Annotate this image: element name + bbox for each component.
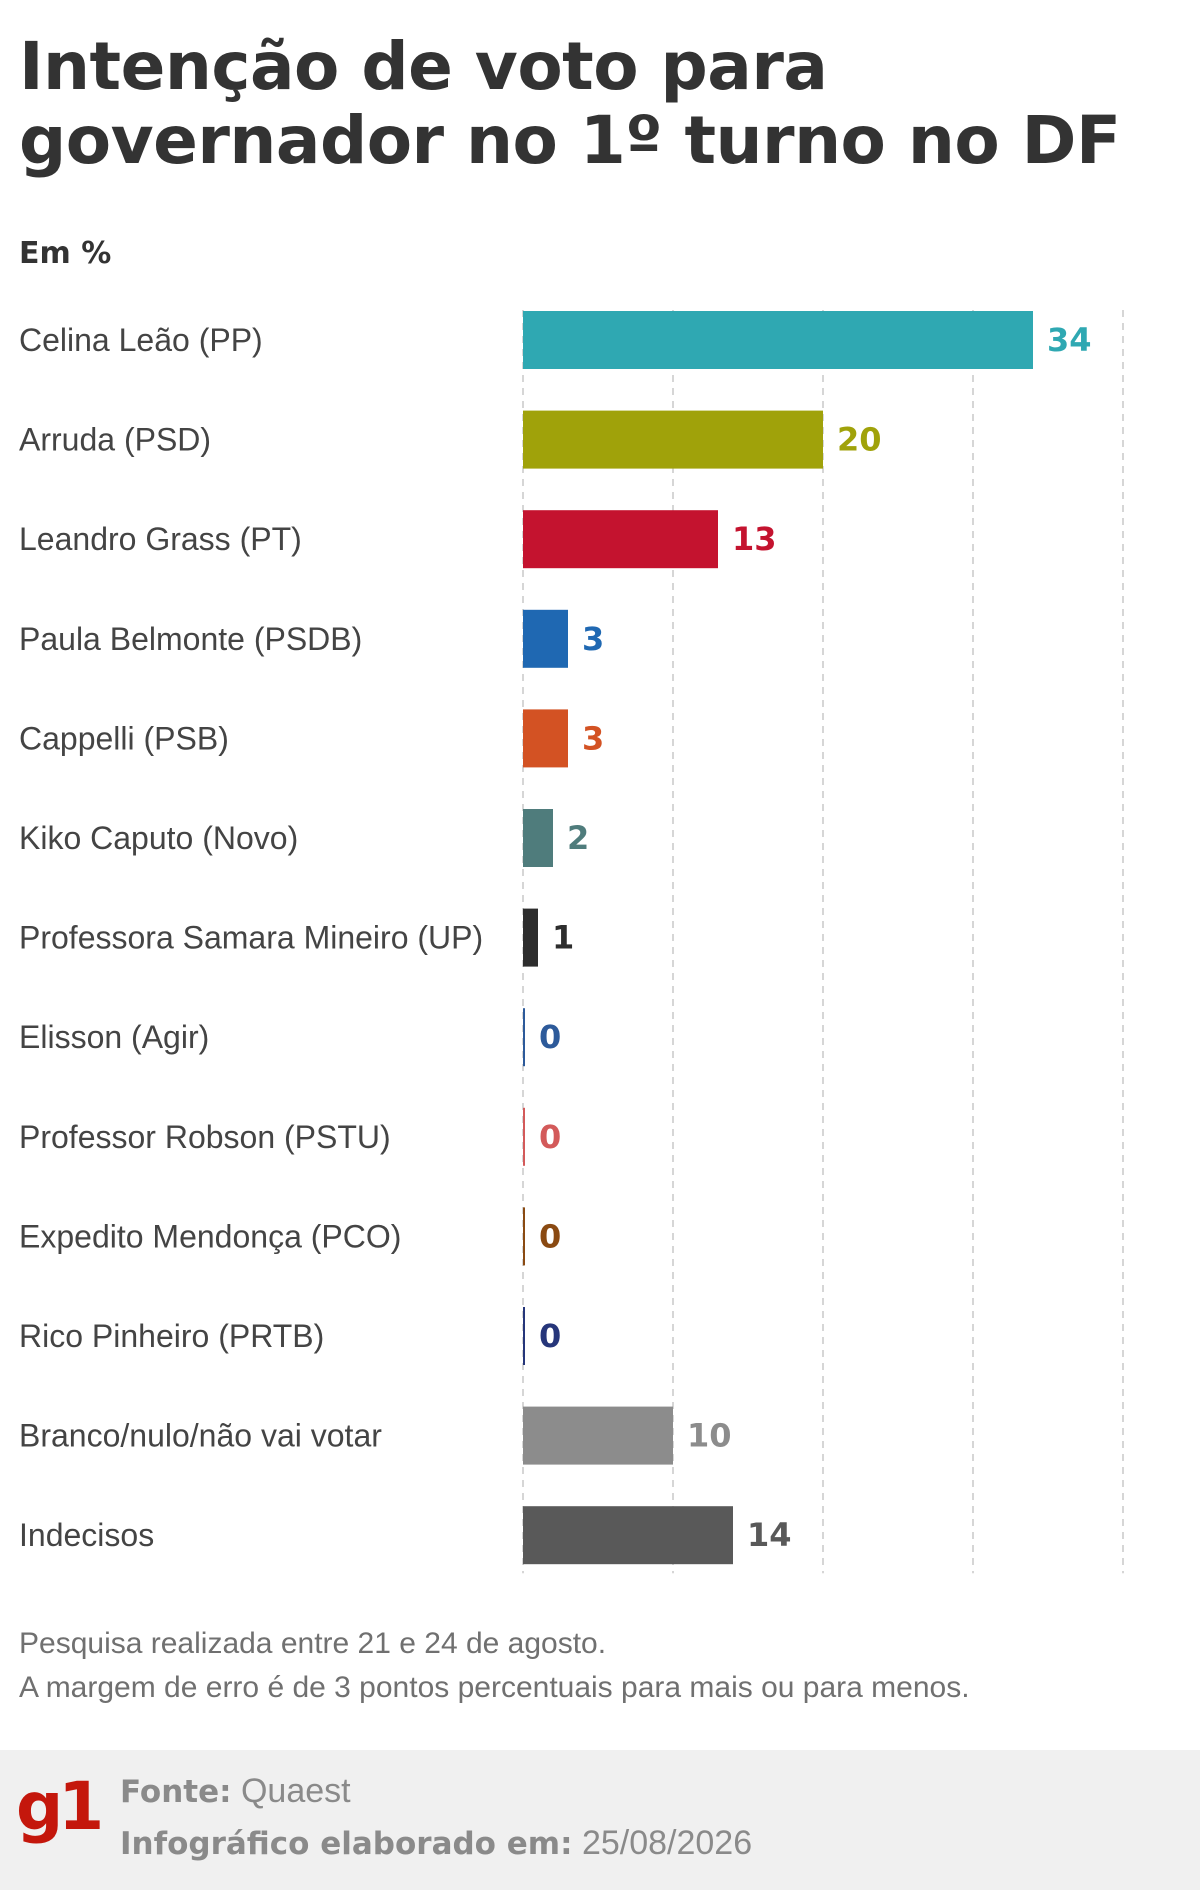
bar xyxy=(523,1406,673,1465)
value-label: 3 xyxy=(582,620,604,658)
value-label: 14 xyxy=(747,1516,792,1554)
category-label: Kiko Caputo (Novo) xyxy=(19,820,298,856)
date-line: Infográfico elaborado em: 25/08/2026 xyxy=(120,1824,752,1863)
note-survey-period: Pesquisa realizada entre 21 e 24 de agos… xyxy=(19,1627,607,1660)
category-label: Elisson (Agir) xyxy=(19,1019,209,1055)
bar xyxy=(523,609,568,668)
value-label: 1 xyxy=(552,919,574,957)
category-label: Paula Belmonte (PSDB) xyxy=(19,621,362,657)
value-label: 0 xyxy=(539,1317,561,1355)
bar xyxy=(523,1008,525,1067)
category-label: Rico Pinheiro (PRTB) xyxy=(19,1318,324,1354)
value-label: 13 xyxy=(732,520,777,558)
category-label: Indecisos xyxy=(19,1517,154,1553)
page-title: Intenção de voto para governador no 1º t… xyxy=(19,28,1121,179)
bar xyxy=(523,908,538,967)
value-label: 0 xyxy=(539,1018,561,1056)
value-label: 20 xyxy=(837,421,882,459)
bar xyxy=(523,1207,525,1266)
category-label: Professor Robson (PSTU) xyxy=(19,1119,391,1155)
bar xyxy=(523,311,1033,369)
source-value: Quaest xyxy=(240,1772,351,1810)
value-label: 10 xyxy=(687,1417,732,1455)
g1-logo: g1 xyxy=(16,1768,104,1845)
bar xyxy=(523,1107,525,1166)
date-key: Infográfico elaborado em: xyxy=(120,1826,573,1862)
bar xyxy=(523,1506,733,1565)
value-label: 34 xyxy=(1047,321,1092,359)
source-line: Fonte: Quaest xyxy=(120,1772,351,1811)
bar xyxy=(523,1307,525,1365)
category-label: Leandro Grass (PT) xyxy=(19,521,302,557)
category-label: Expedito Mendonça (PCO) xyxy=(19,1218,401,1254)
unit-label: Em % xyxy=(19,236,112,271)
category-label: Arruda (PSD) xyxy=(19,422,211,458)
value-label: 0 xyxy=(539,1118,561,1156)
bar xyxy=(523,510,718,569)
chart-notes: Pesquisa realizada entre 21 e 24 de agos… xyxy=(19,1622,1179,1710)
note-margin-of-error: A margem de erro é de 3 pontos percentua… xyxy=(19,1671,970,1704)
category-label: Professora Samara Mineiro (UP) xyxy=(19,920,483,956)
footer: g1 Fonte: Quaest Infográfico elaborado e… xyxy=(0,1750,1200,1890)
category-label: Branco/nulo/não vai votar xyxy=(19,1418,382,1454)
grid-lines xyxy=(522,310,1124,1574)
bar xyxy=(523,809,553,867)
source-key: Fonte: xyxy=(120,1774,232,1810)
category-label: Cappelli (PSB) xyxy=(19,720,229,756)
value-label: 0 xyxy=(539,1217,561,1255)
category-label: Celina Leão (PP) xyxy=(19,322,263,358)
bar xyxy=(523,410,823,469)
date-value: 25/08/2026 xyxy=(581,1824,753,1862)
bar xyxy=(523,709,568,768)
value-label: 3 xyxy=(582,719,604,757)
value-label: 2 xyxy=(567,819,589,857)
